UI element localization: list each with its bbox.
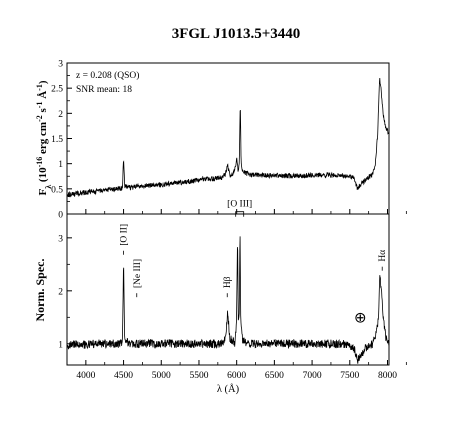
line-label-o-iii: [O III]: [227, 200, 252, 210]
flux-ytick-label: 2.5: [51, 85, 63, 95]
bottom-plot-frame: [66, 213, 390, 366]
normalized-spectrum-line: [66, 236, 390, 364]
flux-y-axis-label: Fλ (10-16 erg cm-2 s-1 Å-1): [35, 80, 53, 195]
flux-ytick-label: 0: [58, 211, 63, 221]
line-label-ne-iii: [Ne III]: [133, 259, 143, 288]
snr-annotation: SNR mean: 18: [76, 85, 132, 95]
flux-ytick-label: 2: [58, 110, 63, 120]
xtick-label: 4500: [114, 371, 133, 381]
norm-ytick-label: 1: [58, 340, 63, 350]
xtick-label: 6000: [227, 371, 246, 381]
x-axis-label: λ (Å): [217, 383, 240, 395]
telluric-symbol: ⊕: [354, 309, 367, 327]
redshift-annotation: z = 0.208 (QSO): [76, 70, 139, 81]
norm-ytick-label: 2: [58, 287, 63, 297]
line-label-o-ii: [O II]: [120, 224, 130, 246]
xtick-label: 5000: [152, 371, 171, 381]
xtick-label: 7500: [340, 371, 359, 381]
flux-ytick-label: 3: [58, 60, 63, 70]
line-label-h: Hα: [378, 250, 388, 262]
xtick-label: 7000: [303, 371, 322, 381]
top-panel: 0 0.5 1 1.5 2 2.5 3 z = 0.208 (QSO) SNR mean: …: [35, 60, 407, 221]
line-label-h: Hβ: [223, 276, 233, 288]
flux-ytick-label: 1: [58, 160, 63, 170]
xtick-label: 6500: [265, 371, 284, 381]
flux-ytick-label: 1.5: [51, 135, 63, 145]
flux-spectrum-line: [66, 77, 390, 198]
o-iii-bracket: [235, 211, 245, 217]
xtick-label: 4000: [76, 371, 95, 381]
norm-ytick-label: 3: [58, 234, 63, 244]
xtick-label: 5500: [189, 371, 208, 381]
figure-title: 3FGL J1013.5+3440: [172, 26, 301, 42]
norm-y-axis-label: Norm. Spec.: [33, 259, 47, 322]
xtick-label: 8000: [378, 371, 397, 381]
flux-ytick-label: 0.5: [51, 185, 63, 195]
